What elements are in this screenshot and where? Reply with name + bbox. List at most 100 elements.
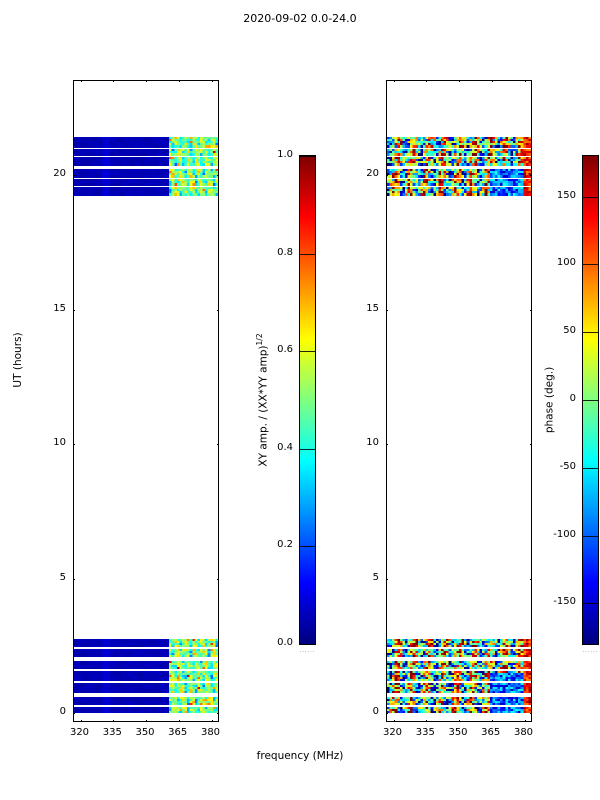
waterfall-row bbox=[387, 181, 531, 184]
waterfall-row bbox=[387, 662, 531, 666]
waterfall-row bbox=[74, 676, 218, 680]
colorbar-tick bbox=[300, 644, 315, 645]
waterfall-row bbox=[387, 183, 531, 186]
x-tick-mirror bbox=[80, 81, 82, 82]
waterfall-row bbox=[387, 143, 531, 146]
waterfall-row bbox=[387, 175, 531, 178]
waterfall-row bbox=[387, 702, 531, 706]
waterfall-row bbox=[74, 157, 218, 160]
colorbar-tick bbox=[583, 467, 598, 469]
waterfall-row bbox=[74, 662, 218, 666]
colorbar-phase-label: phase (deg.) bbox=[543, 366, 556, 434]
waterfall-row bbox=[387, 644, 531, 648]
waterfall-row bbox=[387, 137, 531, 140]
waterfall-row bbox=[74, 664, 218, 668]
x-tick-mirror bbox=[211, 81, 213, 82]
waterfall-row bbox=[387, 149, 531, 152]
y-tick bbox=[387, 309, 388, 311]
waterfall-row bbox=[387, 161, 531, 164]
waterfall-row bbox=[74, 175, 218, 178]
waterfall-row bbox=[387, 698, 531, 702]
y-tick-mirror bbox=[217, 578, 218, 580]
waterfall-row bbox=[387, 686, 531, 690]
waterfall-row bbox=[387, 710, 531, 714]
waterfall-row bbox=[74, 652, 218, 656]
waterfall-row bbox=[74, 161, 218, 164]
waterfall-row bbox=[387, 187, 531, 190]
x-tick-label: 365 bbox=[168, 727, 188, 738]
waterfall-row bbox=[387, 179, 531, 182]
x-tick-mirror bbox=[178, 81, 180, 82]
waterfall-row bbox=[74, 702, 218, 706]
y-tick-label: 10 bbox=[366, 437, 379, 448]
waterfall-row bbox=[387, 652, 531, 656]
y-tick bbox=[74, 175, 75, 177]
y-tick-mirror bbox=[530, 175, 531, 177]
x-tick bbox=[113, 720, 115, 721]
y-tick-label: 10 bbox=[53, 437, 66, 448]
waterfall-row bbox=[74, 700, 218, 704]
colorbar-tick bbox=[300, 253, 315, 255]
waterfall-row bbox=[387, 159, 531, 162]
y-tick bbox=[74, 444, 75, 445]
axes-phase[interactable]: XY, V10=EA28 bbox=[386, 80, 532, 722]
waterfall-row bbox=[387, 700, 531, 704]
waterfall-row bbox=[74, 642, 218, 646]
colorbar-phase-footer: ...... bbox=[582, 648, 599, 654]
x-tick-label: 320 bbox=[69, 727, 90, 738]
colorbar-phase[interactable] bbox=[582, 155, 599, 645]
waterfall-row bbox=[74, 187, 218, 190]
x-tick-mirror bbox=[426, 81, 428, 82]
waterfall-row bbox=[74, 698, 218, 702]
waterfall-row bbox=[387, 638, 531, 642]
y-axis-label: UT (hours) bbox=[12, 332, 24, 388]
waterfall-row bbox=[74, 169, 218, 172]
axes-amplitude[interactable]: XY/(XX*YY)1/2, V10=EA28 bbox=[73, 80, 219, 722]
waterfall-row bbox=[387, 708, 531, 712]
y-tick-label: 5 bbox=[59, 571, 66, 583]
y-tick-mirror bbox=[530, 309, 531, 311]
colorbar-tick-label: 50 bbox=[563, 325, 576, 337]
waterfall-row bbox=[74, 179, 218, 182]
waterfall-row bbox=[387, 682, 531, 686]
waterfall-row bbox=[387, 145, 531, 148]
y-tick bbox=[387, 578, 388, 580]
y-tick bbox=[74, 712, 75, 714]
x-tick-label: 365 bbox=[481, 727, 501, 738]
colorbar-tick bbox=[583, 535, 598, 537]
y-tick-label: 20 bbox=[366, 168, 379, 180]
waterfall-row bbox=[74, 678, 218, 682]
waterfall-row bbox=[387, 690, 531, 694]
waterfall-row bbox=[74, 684, 218, 688]
waterfall-row bbox=[387, 193, 531, 196]
waterfall-row bbox=[387, 191, 531, 194]
waterfall-row bbox=[74, 153, 218, 156]
waterfall-row bbox=[74, 163, 218, 166]
x-tick bbox=[426, 720, 428, 721]
waterfall-row bbox=[387, 678, 531, 682]
waterfall-row bbox=[74, 648, 218, 652]
colorbar-tick bbox=[300, 351, 315, 353]
waterfall-row bbox=[74, 674, 218, 678]
y-tick-label: 15 bbox=[53, 302, 66, 314]
waterfall-row bbox=[74, 696, 218, 700]
y-tick-label: 20 bbox=[53, 168, 66, 180]
colorbar-tick-label: -50 bbox=[559, 460, 576, 472]
colorbar-tick-label: 100 bbox=[556, 257, 576, 269]
waterfall-row bbox=[387, 650, 531, 654]
waterfall-row bbox=[74, 670, 218, 674]
waterfall-row bbox=[74, 706, 218, 710]
colorbar-amplitude-label: XY amp. / (XX*YY amp)1/2 bbox=[254, 333, 270, 467]
x-tick bbox=[80, 720, 82, 721]
waterfall-row bbox=[74, 640, 218, 644]
colorbar-tick bbox=[300, 448, 315, 450]
colorbar-amplitude[interactable] bbox=[299, 155, 316, 645]
colorbar-tick bbox=[583, 332, 598, 334]
waterfall-row bbox=[74, 644, 218, 648]
waterfall-row bbox=[74, 149, 218, 152]
y-tick bbox=[74, 309, 75, 311]
waterfall-row bbox=[387, 696, 531, 700]
colorbar-tick bbox=[300, 156, 315, 157]
x-tick-label: 380 bbox=[200, 727, 221, 738]
y-tick bbox=[387, 444, 388, 445]
